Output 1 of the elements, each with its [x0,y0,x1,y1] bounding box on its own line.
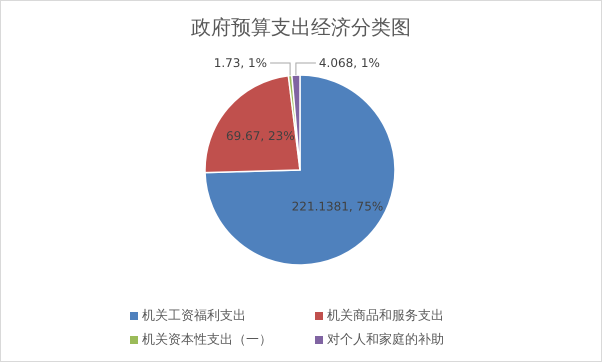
title: 政府预算支出经济分类图 [191,15,411,39]
